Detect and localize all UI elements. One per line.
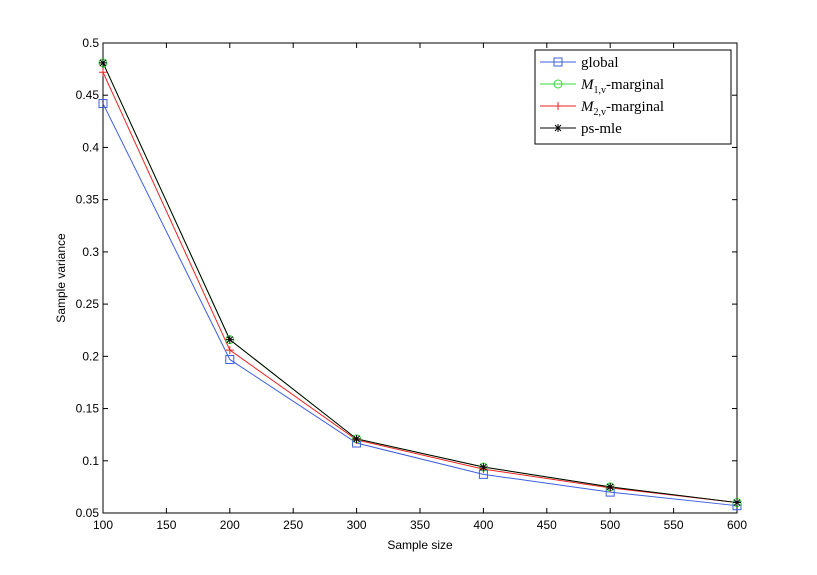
legend-label-subscript: 1,v [594,85,607,96]
x-tick-label: 300 [347,518,367,532]
y-tick-label: 0.4 [82,140,99,154]
legend-label-subscript: 2,v [594,107,607,118]
y-tick-label: 0.1 [82,454,99,468]
axis-ticks: 100 150 200 250 300 350 400 450 500 550 600 0.05 0.1… [76,36,748,532]
data-point-series-3 [99,58,107,67]
x-tick-label: 550 [664,518,684,532]
series-markers [98,58,742,511]
y-tick-label: 0.15 [76,402,100,416]
x-axis-label: Sample size [387,538,453,552]
legend-label-main: M [580,77,595,93]
legend-label: global [581,55,619,71]
y-tick-label: 0.35 [76,193,100,207]
legend-swatch-marker [553,79,563,89]
y-tick-label: 0.2 [82,349,99,363]
x-tick-label: 400 [473,518,493,532]
legend-label-suffix: -marginal [606,99,664,115]
legend-box [534,49,732,145]
y-axis-label: Sample variance [54,233,68,323]
x-tick-label: 150 [156,518,176,532]
x-tick-label: 500 [600,518,620,532]
y-tick-label: 0.45 [76,88,100,102]
data-point-series-2 [99,68,107,77]
series-line-3 [102,62,738,504]
series-line-2 [102,72,738,504]
x-tick-label: 450 [537,518,557,532]
legend-label: M2,v-marginal [580,99,664,118]
legend-swatch-marker [554,124,562,132]
data-point-series-3 [225,335,234,344]
data-point-series-0 [98,99,108,109]
y-tick-label: 0.25 [76,297,100,311]
data-point-series-3 [733,498,741,507]
data-point-series-0 [225,354,235,364]
x-tick-label: 100 [93,518,113,532]
y-tick-label: 0.05 [76,506,100,520]
x-tick-label: 350 [410,518,430,532]
legend-swatch-marker [554,102,562,110]
y-tick-label: 0.5 [82,36,99,50]
legend-label: M1,v-marginal [580,77,664,96]
data-point-series-3 [606,482,615,491]
data-point-series-3 [479,463,488,472]
data-point-series-3 [352,434,361,443]
data-point-series-2 [225,346,234,355]
x-tick-label: 200 [220,518,240,532]
legend-label-main: M [580,99,595,115]
x-tick-label: 250 [283,518,303,532]
y-tick-label: 0.3 [82,245,99,259]
series-line-0 [102,103,738,507]
x-tick-label: 600 [727,518,747,532]
legend-label-suffix: -marginal [606,77,664,93]
legend-label: ps-mle [581,121,622,137]
series-lines [102,62,738,507]
legend-swatch-marker [553,57,563,67]
